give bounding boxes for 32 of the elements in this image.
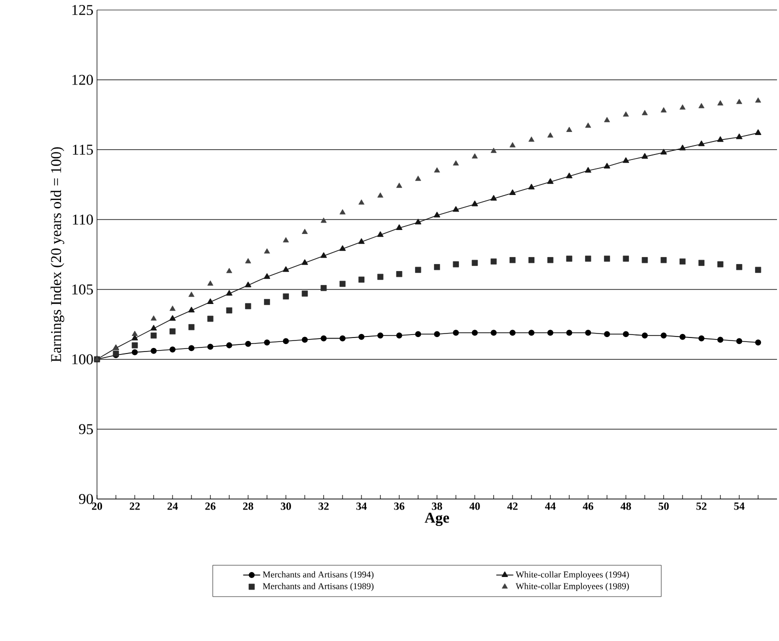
x-tick-label: 32 [318, 502, 329, 510]
x-tick-label: 52 [696, 502, 706, 510]
y-axis-title: Earnings Index (20 years old = 100) [50, 147, 64, 362]
x-tick-label: 40 [469, 502, 480, 510]
y-tick-label: 125 [72, 4, 93, 16]
x-tick-label: 38 [432, 502, 442, 510]
legend-label: White-collar Employees (1994) [516, 571, 629, 580]
y-tick-label: 100 [72, 354, 93, 364]
x-tick-label: 28 [243, 502, 254, 510]
x-tick-label: 48 [620, 502, 632, 510]
legend-label: Merchants and Artisans (1989) [262, 582, 374, 592]
y-tick-label: 120 [72, 74, 93, 85]
x-tick-label: 22 [130, 502, 140, 510]
x-tick-label: 20 [92, 502, 102, 510]
y-tick-label: 105 [72, 284, 93, 294]
y-tick-label: 90 [79, 494, 93, 504]
x-tick-label: 42 [507, 502, 518, 510]
legend-label: White-collar Employees (1989) [516, 582, 629, 592]
x-tick-label: 50 [658, 502, 669, 510]
x-tick-label: 46 [582, 502, 594, 510]
x-tick-label: 44 [545, 502, 556, 510]
y-tick-label: 115 [72, 144, 93, 155]
x-tick-label: 30 [280, 502, 291, 510]
y-tick-label: 95 [79, 424, 93, 434]
x-tick-label: 24 [168, 502, 178, 510]
x-axis-title: Age [424, 512, 450, 526]
x-tick-label: 34 [356, 502, 367, 510]
legend-label: Merchants and Artisans (1994) [262, 571, 374, 580]
x-tick-label: 36 [394, 502, 404, 510]
x-tick-label: 54 [734, 502, 744, 510]
y-tick-label: 110 [72, 214, 93, 225]
x-tick-label: 26 [205, 502, 216, 510]
